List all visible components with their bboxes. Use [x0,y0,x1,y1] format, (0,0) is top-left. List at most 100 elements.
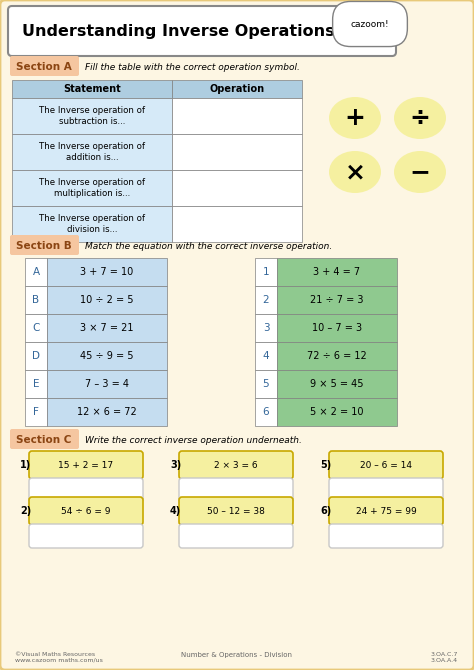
Ellipse shape [329,151,381,193]
FancyBboxPatch shape [12,98,172,134]
Text: −: − [410,160,430,184]
Text: The Inverse operation of
division is...: The Inverse operation of division is... [39,214,145,234]
Text: B: B [32,295,39,305]
FancyBboxPatch shape [47,398,167,426]
Text: The Inverse operation of
multiplication is...: The Inverse operation of multiplication … [39,178,145,198]
Text: 24 + 75 = 99: 24 + 75 = 99 [356,507,416,515]
Text: 3.OA.C.7
3.OA.A.4: 3.OA.C.7 3.OA.A.4 [430,652,458,663]
Text: 4): 4) [170,506,181,516]
FancyBboxPatch shape [25,314,47,342]
Text: F: F [33,407,39,417]
Text: 54 ÷ 6 = 9: 54 ÷ 6 = 9 [61,507,111,515]
Text: Section B: Section B [16,241,72,251]
Text: 10 ÷ 2 = 5: 10 ÷ 2 = 5 [80,295,134,305]
FancyBboxPatch shape [329,524,443,548]
Text: 3 × 7 = 21: 3 × 7 = 21 [80,323,134,333]
Text: 5 × 2 = 10: 5 × 2 = 10 [310,407,364,417]
Text: Operation: Operation [210,84,264,94]
Text: Write the correct inverse operation underneath.: Write the correct inverse operation unde… [85,436,302,444]
FancyBboxPatch shape [12,170,172,206]
FancyBboxPatch shape [179,451,293,479]
Text: 3: 3 [263,323,269,333]
FancyBboxPatch shape [255,258,277,286]
Text: Section A: Section A [16,62,72,72]
Text: 3): 3) [170,460,181,470]
Text: Number & Operations - Division: Number & Operations - Division [182,652,292,658]
Text: 72 ÷ 6 = 12: 72 ÷ 6 = 12 [307,351,367,361]
Text: The Inverse operation of
subtraction is...: The Inverse operation of subtraction is.… [39,107,145,126]
Ellipse shape [394,97,446,139]
FancyBboxPatch shape [179,524,293,548]
Text: Section C: Section C [16,435,72,445]
FancyBboxPatch shape [47,286,167,314]
FancyBboxPatch shape [47,342,167,370]
Text: C: C [32,323,40,333]
FancyBboxPatch shape [277,398,397,426]
FancyBboxPatch shape [172,134,302,170]
Text: 2 × 3 = 6: 2 × 3 = 6 [214,460,258,470]
Text: 45 ÷ 9 = 5: 45 ÷ 9 = 5 [80,351,134,361]
Text: ©Visual Maths Resources
www.cazoom maths.com/us: ©Visual Maths Resources www.cazoom maths… [15,652,103,663]
Text: A: A [32,267,39,277]
Text: The Inverse operation of
addition is...: The Inverse operation of addition is... [39,142,145,161]
Text: Match the equation with the correct inverse operation.: Match the equation with the correct inve… [85,241,332,251]
Text: 12 × 6 = 72: 12 × 6 = 72 [77,407,137,417]
FancyBboxPatch shape [25,342,47,370]
Text: 3 + 7 = 10: 3 + 7 = 10 [81,267,134,277]
Text: Fill the table with the correct operation symbol.: Fill the table with the correct operatio… [85,62,300,72]
Text: 10 – 7 = 3: 10 – 7 = 3 [312,323,362,333]
Text: 6): 6) [320,506,331,516]
Text: Understanding Inverse Operations: Understanding Inverse Operations [22,23,335,38]
FancyBboxPatch shape [179,497,293,525]
Text: 9 × 5 = 45: 9 × 5 = 45 [310,379,364,389]
Text: 1): 1) [20,460,31,470]
Text: +: + [345,106,365,130]
FancyBboxPatch shape [29,451,143,479]
FancyBboxPatch shape [10,235,79,255]
FancyBboxPatch shape [172,170,302,206]
Text: 15 + 2 = 17: 15 + 2 = 17 [58,460,114,470]
FancyBboxPatch shape [25,398,47,426]
FancyBboxPatch shape [172,206,302,242]
Ellipse shape [329,97,381,139]
Ellipse shape [394,151,446,193]
FancyBboxPatch shape [277,342,397,370]
Text: Statement: Statement [63,84,121,94]
FancyBboxPatch shape [255,342,277,370]
Text: D: D [32,351,40,361]
Text: 5: 5 [263,379,269,389]
FancyBboxPatch shape [29,524,143,548]
FancyBboxPatch shape [277,258,397,286]
Text: 2): 2) [20,506,31,516]
FancyBboxPatch shape [255,286,277,314]
Text: 20 – 6 = 14: 20 – 6 = 14 [360,460,412,470]
FancyBboxPatch shape [10,56,79,76]
Text: 5): 5) [320,460,331,470]
FancyBboxPatch shape [255,314,277,342]
FancyBboxPatch shape [255,370,277,398]
FancyBboxPatch shape [25,370,47,398]
FancyBboxPatch shape [47,258,167,286]
FancyBboxPatch shape [29,478,143,502]
Text: 21 ÷ 7 = 3: 21 ÷ 7 = 3 [310,295,364,305]
FancyBboxPatch shape [329,497,443,525]
FancyBboxPatch shape [179,478,293,502]
Text: 1: 1 [263,267,269,277]
FancyBboxPatch shape [47,370,167,398]
FancyBboxPatch shape [277,314,397,342]
FancyBboxPatch shape [277,370,397,398]
Text: cazoom!: cazoom! [351,19,389,29]
Text: 50 – 12 = 38: 50 – 12 = 38 [207,507,265,515]
FancyBboxPatch shape [12,80,172,98]
FancyBboxPatch shape [329,451,443,479]
FancyBboxPatch shape [25,258,47,286]
Text: 6: 6 [263,407,269,417]
Text: ×: × [345,160,365,184]
Text: 2: 2 [263,295,269,305]
FancyBboxPatch shape [329,478,443,502]
FancyBboxPatch shape [8,6,396,56]
FancyBboxPatch shape [10,429,79,449]
Text: 7 – 3 = 4: 7 – 3 = 4 [85,379,129,389]
Text: 3 + 4 = 7: 3 + 4 = 7 [313,267,361,277]
Text: E: E [33,379,39,389]
